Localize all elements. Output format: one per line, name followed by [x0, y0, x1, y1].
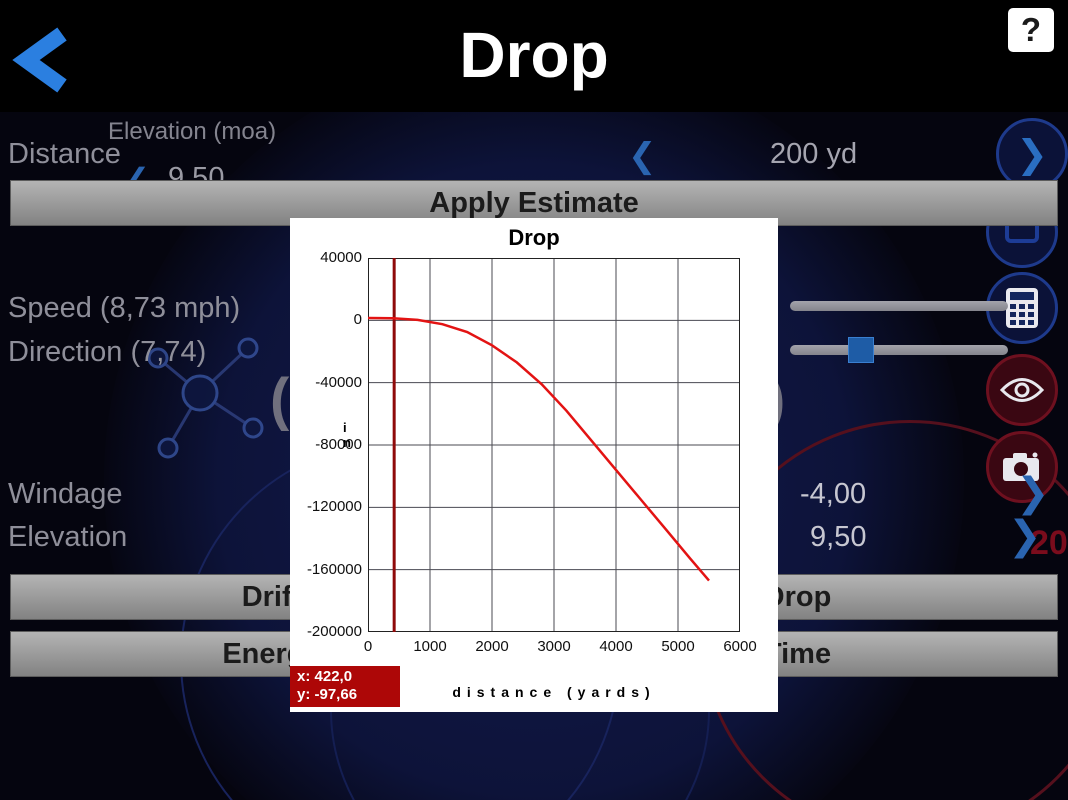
- speed-slider[interactable]: [790, 301, 1008, 311]
- chart-plot-area[interactable]: [367, 257, 741, 633]
- windage-next-icon[interactable]: ❯: [1016, 470, 1050, 516]
- calculator-icon: [1006, 288, 1038, 328]
- elevation-badge: 20: [1030, 524, 1068, 562]
- view-button[interactable]: [986, 354, 1058, 426]
- y-axis-label: in: [343, 420, 351, 450]
- elevation-moa-label: Elevation (moa): [108, 118, 277, 145]
- tooltip-y: y: -97,66: [297, 686, 358, 703]
- y-tick-label: -120000: [306, 498, 362, 516]
- distance-prev-icon[interactable]: ❮: [628, 136, 657, 176]
- y-tick-label: -200000: [306, 623, 362, 640]
- y-tick-label: 0: [353, 311, 362, 329]
- x-tick-label: 2000: [475, 638, 509, 655]
- x-tick-label: 0: [363, 638, 373, 655]
- camera-icon: [1003, 452, 1039, 481]
- speed-label: Speed (8,73 mph): [8, 292, 241, 324]
- page-title: Drop: [459, 19, 609, 91]
- elevation-next-icon[interactable]: ❯: [1008, 513, 1042, 559]
- distance-label: Distance: [8, 138, 121, 170]
- eye-icon: [1000, 378, 1044, 402]
- direction-slider[interactable]: [790, 345, 1008, 355]
- y-tick-label: 40000: [320, 249, 362, 266]
- elevation-label: Elevation: [8, 521, 128, 553]
- x-tick-label: 4000: [599, 638, 633, 655]
- chart-tooltip: x: 422,0 y: -97,66: [290, 666, 400, 707]
- help-button[interactable]: ?: [1008, 8, 1054, 52]
- x-axis-label: distance (yards): [452, 684, 656, 700]
- header-bar: Drop ?: [0, 0, 1068, 112]
- x-tick-label: 3000: [537, 638, 571, 655]
- chart-title: Drop: [508, 225, 560, 250]
- dial-paren-left: (: [270, 367, 290, 432]
- back-button[interactable]: [10, 26, 74, 94]
- x-tick-label: 5000: [661, 638, 695, 655]
- drop-chart-modal: Drop 40000 0 -40000 -80000 -120000 -160000 -20…: [290, 218, 778, 712]
- distance-next-button[interactable]: ❯: [996, 118, 1068, 190]
- windage-value: -4,00: [800, 478, 867, 510]
- y-tick-label: -80000: [315, 436, 362, 453]
- next-arrow-icon: ❯: [1016, 132, 1048, 176]
- distance-value: 200 yd: [770, 138, 858, 170]
- camera-button[interactable]: [986, 431, 1058, 503]
- direction-slider-handle[interactable]: [848, 337, 874, 363]
- tooltip-x: x: 422,0: [297, 668, 353, 685]
- y-tick-label: -40000: [315, 373, 362, 391]
- drop-chart: [367, 257, 741, 633]
- elevation-value: 9,50: [810, 521, 867, 553]
- windage-label: Windage: [8, 478, 123, 510]
- x-tick-label: 6000: [723, 638, 757, 655]
- y-tick-label: -160000: [306, 560, 362, 578]
- x-tick-label: 1000: [413, 638, 447, 655]
- direction-label: Direction (7,74): [8, 336, 207, 368]
- wind-widget-graphic: [147, 337, 264, 459]
